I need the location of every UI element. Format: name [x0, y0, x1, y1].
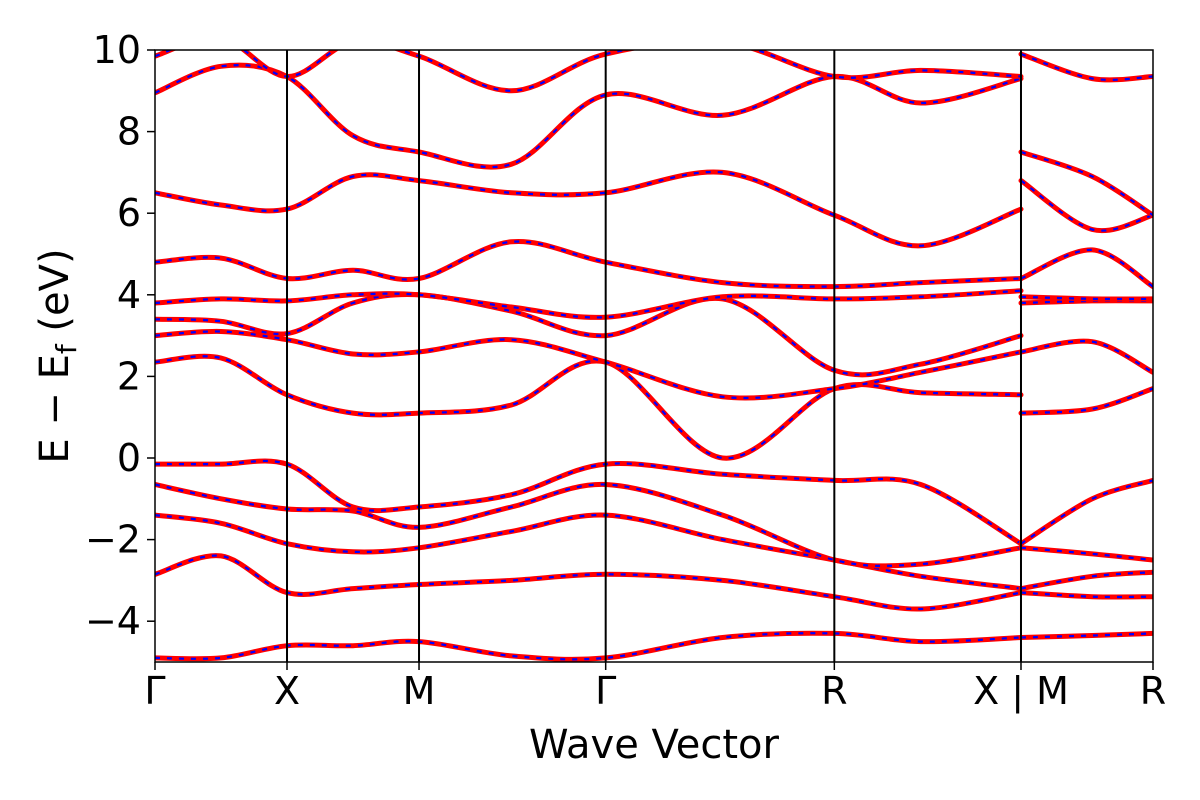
band-4-segment-1-dashed — [155, 483, 1022, 567]
band-7-segment-1-dashed — [155, 330, 1022, 400]
band-4-segment-1-solid — [155, 481, 1024, 569]
x-tick-label-7: R — [1140, 669, 1166, 713]
x-axis-ticks: Γ X M Γ R X | M R — [144, 662, 1166, 714]
band-11-segment-1-dashed — [155, 170, 1022, 247]
x-axis-title: Wave Vector — [529, 722, 780, 768]
band-11-segment-2-solid — [1018, 178, 1153, 234]
y-tick-label-1: 10 — [93, 28, 141, 72]
band-12-segment-2-dashed — [1020, 150, 1153, 217]
band-7-segment-2-dashed — [1020, 339, 1153, 374]
y-axis-title-main: E − E — [32, 354, 78, 464]
band-12-segment-1-solid — [155, 62, 1024, 170]
band-9-segment-1-solid — [155, 288, 1024, 320]
x-tick-label-2: X — [274, 669, 300, 713]
band-10-segment-1-solid — [155, 239, 1024, 290]
y-axis-title-subscript: f — [50, 343, 83, 354]
y-axis-title: E − Ef (eV) — [32, 248, 83, 463]
band-11-segment-2-dashed — [1020, 179, 1153, 232]
band-3-segment-2-dashed — [1020, 571, 1153, 590]
y-axis-ticks: 10 8 6 4 2 0 −2 −4 — [85, 28, 155, 643]
band-13-segment-1-solid — [155, 50, 1024, 94]
band-6-segment-2-dashed — [1020, 387, 1153, 415]
x-tick-label-4: Γ — [595, 669, 616, 713]
kpoint-lines — [286, 50, 1022, 662]
bands-layer — [155, 50, 1153, 662]
band-3-segment-1-solid — [155, 512, 1024, 592]
band-13-segment-1-dashed — [155, 50, 1022, 92]
band-11-segment-1-solid — [155, 169, 1024, 249]
band-2-segment-2-dashed — [1020, 591, 1153, 599]
band-3-segment-1-dashed — [155, 513, 1022, 590]
y-tick-label-2: 8 — [117, 110, 141, 154]
band-5-segment-2-dashed — [1020, 479, 1153, 545]
band-5-segment-2-solid — [1018, 477, 1153, 547]
x-tick-label-6: X | M — [973, 669, 1069, 714]
y-axis-title-unit: (eV) — [32, 248, 78, 344]
y-tick-label-5: 2 — [117, 354, 141, 398]
band-10-segment-1-dashed — [155, 240, 1022, 288]
band-12-segment-2-solid — [1018, 149, 1153, 218]
band-9-segment-2-dashed — [1020, 295, 1153, 301]
band-5-segment-1-solid — [155, 458, 1024, 547]
y-tick-label-7: −2 — [85, 518, 141, 562]
y-tick-label-6: 0 — [117, 436, 141, 480]
band-13-segment-2-dashed — [1020, 53, 1153, 81]
y-tick-label-4: 4 — [117, 273, 141, 317]
band-8-segment-2-dashed — [1020, 299, 1153, 305]
band-5-segment-1-dashed — [155, 459, 1022, 545]
band-8-segment-1-dashed — [155, 293, 1022, 376]
y-tick-label-8: −4 — [85, 599, 141, 643]
x-tick-label-3: M — [403, 669, 436, 713]
band-4-segment-2-dashed — [1020, 546, 1153, 562]
y-tick-label-3: 6 — [117, 191, 141, 235]
x-tick-label-5: R — [821, 669, 847, 713]
band-13-segment-2-solid — [1018, 51, 1153, 83]
band-1-segment-1-solid — [155, 630, 1024, 662]
band-7-segment-2-solid — [1018, 338, 1153, 375]
band-9-segment-1-dashed — [155, 289, 1022, 319]
band-12-segment-1-dashed — [155, 64, 1022, 169]
band-1-segment-1-dashed — [155, 632, 1022, 661]
x-tick-label-1: Γ — [144, 669, 165, 713]
band-3-segment-2-solid — [1018, 569, 1153, 592]
band-2-segment-1-dashed — [155, 554, 1022, 611]
plot-frame — [154, 49, 1154, 663]
band-1-segment-2-dashed — [1020, 632, 1153, 639]
band-10-segment-2-solid — [1018, 247, 1153, 290]
band-10-segment-2-dashed — [1020, 248, 1153, 288]
band-6-segment-2-solid — [1018, 386, 1153, 416]
